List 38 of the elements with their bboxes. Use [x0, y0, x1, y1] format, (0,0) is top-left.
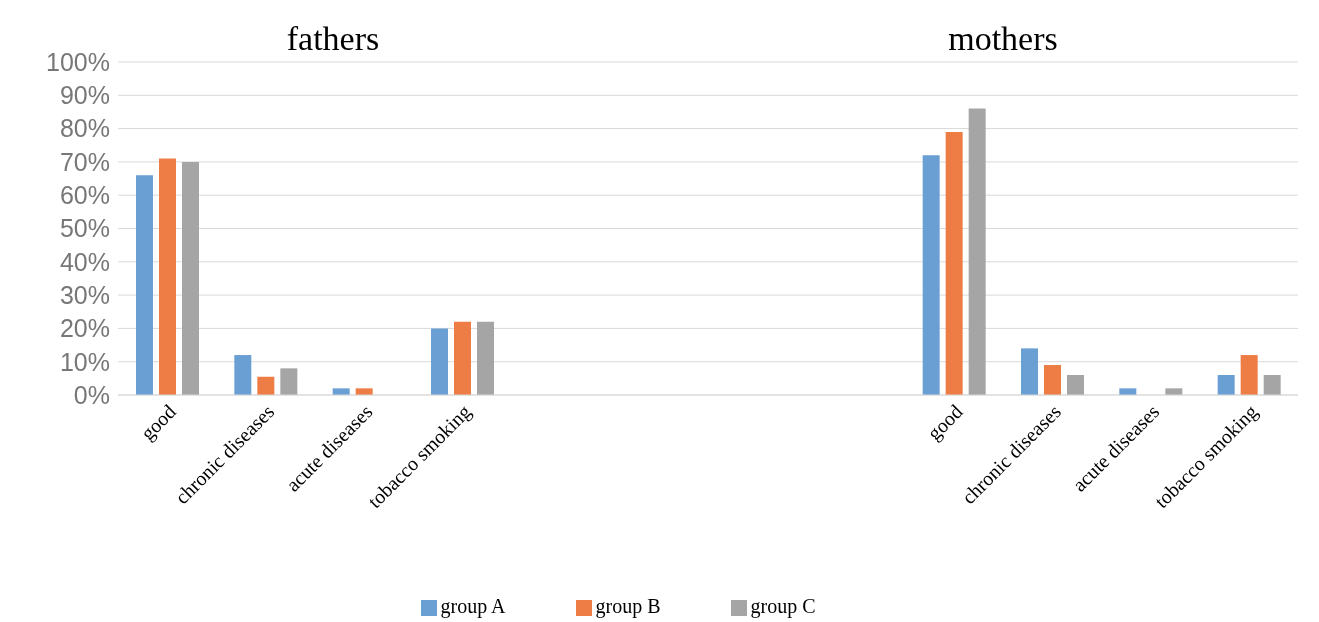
bar — [332, 388, 350, 395]
bar — [1067, 375, 1084, 395]
text: mothers — [947, 20, 1059, 58]
y-tick-label: 60% — [59, 181, 110, 210]
y-tick-label: 30% — [59, 280, 110, 309]
bar — [1217, 375, 1235, 395]
y-tick-label: 40% — [59, 247, 110, 276]
y-tick-label: 50% — [59, 214, 110, 243]
bar — [1240, 355, 1258, 395]
bar — [1119, 388, 1137, 395]
y-tick-label: 100% — [46, 47, 110, 76]
bar — [182, 161, 199, 395]
bar — [1021, 348, 1038, 395]
bar — [159, 158, 176, 395]
legend-label: group C — [750, 595, 816, 617]
y-tick-label: 10% — [59, 347, 110, 376]
text: fathers — [285, 20, 381, 58]
legend-label: group B — [595, 595, 661, 617]
y-tick-label: 90% — [59, 81, 110, 110]
bar — [922, 155, 940, 395]
bar — [257, 376, 275, 395]
y-tick-label: 0% — [73, 380, 110, 409]
bar — [477, 321, 494, 395]
bar — [968, 108, 986, 395]
bar — [1044, 365, 1061, 395]
bar — [234, 355, 252, 395]
bar — [431, 328, 448, 395]
bar — [1263, 375, 1281, 395]
bar — [136, 175, 153, 395]
y-tick-label: 80% — [59, 114, 110, 143]
bar — [945, 131, 963, 395]
legend-label: group A — [440, 595, 506, 617]
y-tick-label: 70% — [59, 147, 110, 176]
bar — [454, 321, 471, 395]
y-tick-label: 20% — [59, 314, 110, 343]
bar — [355, 388, 373, 395]
bar — [280, 368, 298, 395]
bar — [1165, 388, 1183, 395]
